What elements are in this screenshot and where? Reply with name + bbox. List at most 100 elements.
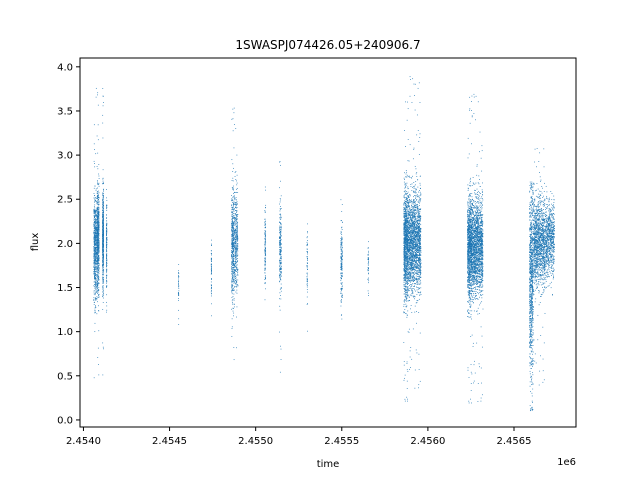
data-point <box>234 176 236 177</box>
data-point <box>94 207 96 209</box>
data-point <box>93 304 95 305</box>
data-point <box>95 227 97 228</box>
data-point <box>93 211 95 213</box>
data-point <box>103 227 104 229</box>
data-point <box>403 277 405 279</box>
data-point <box>403 267 405 269</box>
data-point <box>264 221 266 223</box>
data-point <box>97 260 99 262</box>
data-point <box>413 288 415 289</box>
data-point <box>94 310 96 312</box>
data-point <box>408 205 409 207</box>
data-point <box>340 279 342 281</box>
data-point <box>408 230 409 232</box>
data-point <box>102 230 104 232</box>
data-point <box>103 189 104 191</box>
data-point <box>408 255 409 257</box>
data-point <box>102 254 104 255</box>
data-point <box>403 283 405 285</box>
data-point <box>98 230 100 232</box>
data-point <box>264 277 266 278</box>
data-point <box>102 209 104 210</box>
data-point <box>416 300 418 301</box>
data-point <box>97 197 99 198</box>
data-point <box>93 255 95 257</box>
data-point <box>95 215 97 217</box>
data-point <box>232 245 234 247</box>
data-point <box>235 215 237 216</box>
data-point <box>98 255 99 257</box>
data-point <box>408 265 409 267</box>
data-point <box>407 195 409 196</box>
data-point <box>403 305 405 307</box>
data-point <box>306 276 308 277</box>
data-point <box>406 174 408 176</box>
data-point <box>279 229 281 230</box>
data-point <box>235 243 237 245</box>
data-point <box>264 272 266 274</box>
data-point <box>106 243 108 245</box>
data-point <box>340 277 342 279</box>
data-point <box>406 234 408 236</box>
data-point <box>98 215 100 217</box>
data-point <box>404 189 406 191</box>
data-point <box>341 229 343 230</box>
data-point <box>237 236 238 237</box>
data-point <box>264 243 266 245</box>
data-point <box>406 212 408 214</box>
data-point <box>97 208 98 210</box>
data-point <box>233 189 234 191</box>
data-point <box>106 259 108 261</box>
data-point <box>407 139 409 140</box>
data-point <box>411 289 413 291</box>
data-point <box>403 228 405 230</box>
data-point <box>233 261 235 262</box>
data-point <box>407 108 409 110</box>
data-point <box>95 258 96 259</box>
data-point <box>102 237 104 239</box>
data-point <box>403 239 405 241</box>
data-point <box>405 252 406 254</box>
data-point <box>404 274 405 276</box>
data-point <box>233 248 234 250</box>
data-point <box>403 251 405 252</box>
data-point <box>407 242 409 244</box>
data-point <box>405 292 407 293</box>
data-point <box>340 250 342 252</box>
data-point <box>367 268 369 269</box>
data-point <box>403 258 405 260</box>
data-point <box>307 253 308 255</box>
data-point <box>403 264 405 266</box>
data-point <box>102 346 104 348</box>
data-point <box>405 277 406 279</box>
data-point <box>210 295 212 297</box>
data-point <box>406 291 407 293</box>
data-point <box>235 250 237 252</box>
data-point <box>102 246 104 248</box>
data-point <box>97 192 99 194</box>
data-point <box>94 260 95 262</box>
data-point <box>407 101 408 103</box>
data-point <box>234 272 235 274</box>
data-point <box>264 258 266 259</box>
data-point <box>97 221 98 223</box>
data-point <box>280 271 282 272</box>
data-point <box>235 199 237 201</box>
data-point <box>409 255 411 256</box>
data-point <box>306 272 308 274</box>
data-point <box>98 277 100 279</box>
data-point <box>233 277 235 279</box>
data-point <box>98 277 99 279</box>
data-point <box>279 270 281 272</box>
data-point <box>94 283 96 285</box>
data-point <box>94 239 96 241</box>
data-point <box>414 240 416 242</box>
data-point <box>404 280 406 282</box>
data-point <box>406 267 407 269</box>
data-point <box>102 309 104 310</box>
data-point <box>417 130 419 131</box>
data-point <box>341 287 343 289</box>
data-point <box>97 183 99 185</box>
data-point <box>97 347 99 349</box>
data-point <box>231 243 232 245</box>
